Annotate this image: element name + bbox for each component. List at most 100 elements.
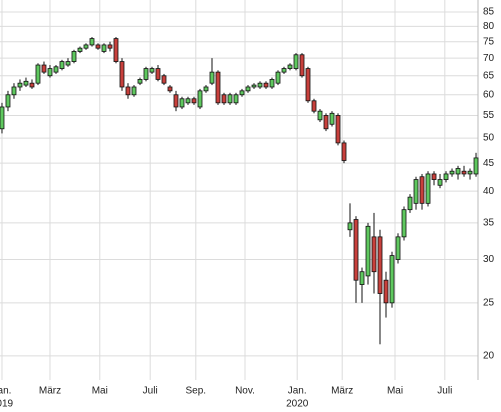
y-tick-label: 70: [483, 53, 495, 64]
candle-body: [161, 75, 167, 84]
candle-body: [215, 71, 221, 104]
x-tick-label: Mai: [387, 386, 403, 397]
candle-body: [11, 86, 17, 96]
candle-body: [419, 176, 425, 204]
candle-body: [137, 79, 143, 84]
candle-body: [335, 115, 341, 144]
candle-body: [167, 86, 173, 92]
candle-body: [365, 225, 371, 277]
candle-body: [113, 38, 119, 62]
candle-body: [473, 157, 479, 175]
candle-body: [377, 236, 383, 294]
candle-body: [389, 255, 395, 304]
x-tick-label: Sep.: [186, 386, 207, 397]
candle-body: [95, 44, 101, 49]
candle-body: [269, 79, 275, 88]
y-tick-label: 45: [483, 158, 495, 169]
candle-body: [425, 173, 431, 204]
candle-body: [293, 54, 299, 69]
x-tick-label: Jan.: [288, 386, 307, 397]
candle-body: [47, 68, 53, 77]
candle-body: [53, 66, 59, 73]
year-label: 2019: [0, 399, 14, 410]
candle-body: [431, 173, 437, 180]
y-tick-label: 60: [483, 89, 495, 100]
x-tick-label: Jan.: [0, 386, 11, 397]
candle-body: [353, 219, 359, 281]
year-label: 2020: [286, 399, 309, 410]
candle-body: [275, 71, 281, 84]
candle-body: [191, 98, 197, 104]
candle-body: [461, 170, 467, 175]
candle-body: [23, 80, 29, 86]
candle-body: [17, 82, 23, 88]
y-tick-label: 30: [483, 254, 495, 265]
candle-body: [89, 38, 95, 46]
candle-body: [263, 82, 269, 88]
candle-body: [347, 222, 353, 231]
candle-body: [317, 110, 323, 121]
y-tick-label: 40: [483, 186, 495, 197]
y-tick-label: 25: [483, 297, 495, 308]
candle-body: [281, 68, 287, 73]
candle-body: [299, 54, 305, 77]
candle-body: [257, 82, 263, 88]
candle-body: [239, 90, 245, 96]
x-tick-label: Nov.: [235, 386, 255, 397]
candle-body: [455, 168, 461, 175]
x-tick-label: Juli: [437, 386, 452, 397]
x-tick-label: März: [331, 386, 353, 397]
candle-body: [77, 47, 83, 52]
candle-body: [107, 44, 113, 49]
candle-body: [233, 94, 239, 104]
x-tick-label: Mai: [92, 386, 108, 397]
candle-body: [341, 142, 347, 161]
y-tick-label: 85: [483, 7, 495, 18]
candle-body: [359, 271, 365, 285]
candle-body: [41, 64, 47, 73]
y-tick-label: 80: [483, 21, 495, 32]
candle-body: [311, 100, 317, 112]
candle-body: [131, 86, 137, 96]
candle-body: [179, 98, 185, 108]
y-tick-label: 65: [483, 70, 495, 81]
candle-body: [467, 170, 473, 175]
candle-body: [323, 115, 329, 130]
candle-body: [83, 44, 89, 49]
candle-body: [101, 44, 107, 52]
candle-body: [443, 173, 449, 180]
candle-body: [329, 112, 335, 125]
y-tick-label: 75: [483, 36, 495, 47]
grid: [0, 0, 478, 380]
y-tick-label: 35: [483, 218, 495, 229]
candle-body: [251, 84, 257, 88]
candle-body: [305, 68, 311, 102]
y-tick-label: 50: [483, 133, 495, 144]
candle-body: [227, 94, 233, 104]
x-tick-label: Juli: [143, 386, 158, 397]
candle-body: [59, 61, 65, 69]
candle-body: [197, 90, 203, 108]
candle-body: [155, 68, 161, 80]
candle-body: [65, 61, 71, 66]
candle-body: [395, 236, 401, 260]
candle-body: [149, 68, 155, 73]
candle-body: [209, 71, 215, 84]
candle-body: [407, 196, 413, 211]
y-tick-label: 20: [483, 351, 495, 362]
candle-body: [371, 236, 377, 273]
candle-body: [449, 170, 455, 175]
candle-body: [71, 51, 77, 62]
candle-body: [35, 64, 41, 84]
candle-body: [203, 86, 209, 92]
candle-body: [125, 86, 131, 96]
candle-body: [143, 68, 149, 80]
candle-body: [29, 82, 35, 88]
candle-body: [401, 209, 407, 238]
candle-body: [0, 106, 5, 130]
x-tick-label: März: [39, 386, 61, 397]
candle-body: [119, 61, 125, 88]
candle-body: [221, 94, 227, 104]
candle-body: [287, 64, 293, 69]
